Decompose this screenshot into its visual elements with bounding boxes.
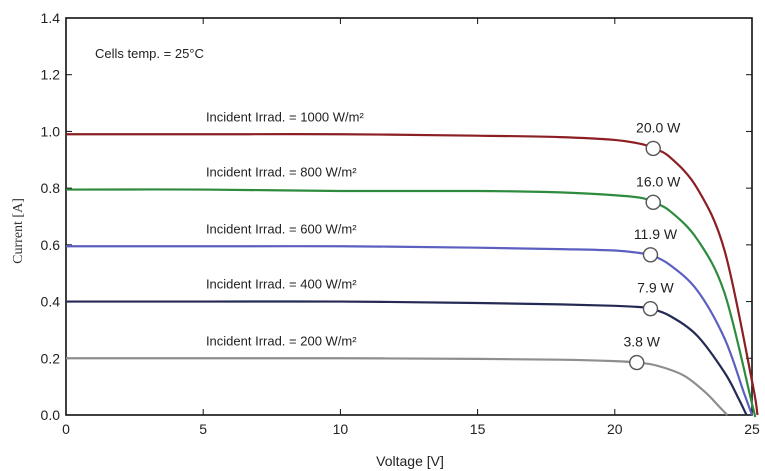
mpp-label-4: 3.8 W	[623, 334, 660, 350]
y-tick-label: 0.4	[41, 294, 61, 310]
y-tick-label: 1.4	[41, 10, 61, 26]
y-tick-label: 0.8	[41, 180, 61, 196]
series-label-1: Incident Irrad. = 800 W/m²	[206, 165, 357, 180]
series-label-2: Incident Irrad. = 600 W/m²	[206, 221, 357, 236]
y-tick-label: 0.0	[41, 407, 61, 423]
x-tick-label: 10	[333, 421, 349, 437]
series-label-0: Incident Irrad. = 1000 W/m²	[206, 109, 365, 124]
series-line-0	[65, 133, 759, 416]
mpp-label-2: 11.9 W	[634, 226, 678, 242]
y-tick-label: 0.2	[41, 350, 61, 366]
mpp-marker-2	[642, 247, 659, 263]
mpp-label-0: 20.0 W	[636, 119, 681, 135]
mpp-marker-3	[642, 300, 659, 317]
mpp-marker-0	[645, 140, 661, 157]
x-tick-label: 15	[470, 421, 486, 437]
x-axis-title: Voltage [V]	[376, 453, 444, 469]
x-tick-label: 20	[607, 421, 623, 437]
plot-frame	[65, 17, 753, 416]
mpp-marker-4	[629, 354, 645, 371]
series-line-2	[66, 245, 754, 416]
series-label-3: Incident Irrad. = 400 W/m²	[206, 277, 357, 292]
y-tick-label: 0.6	[41, 237, 61, 253]
temperature-note: Cells temp. = 25°C	[95, 46, 204, 61]
series-line-4	[65, 357, 729, 416]
y-tick-label: 1.2	[41, 67, 61, 83]
x-tick-label: 0	[62, 421, 70, 437]
mpp-label-1: 16.0 W	[636, 173, 681, 189]
x-tick-label: 25	[744, 421, 760, 437]
mpp-marker-1	[645, 194, 661, 211]
series-line-1	[65, 188, 757, 418]
series-line-3	[66, 300, 748, 416]
series-label-4: Incident Irrad. = 200 W/m²	[206, 333, 357, 348]
y-axis-title: Current [A]	[11, 198, 26, 264]
y-tick-label: 1.0	[41, 123, 61, 139]
x-tick-label: 5	[199, 421, 207, 437]
mpp-label-3: 7.9 W	[637, 280, 674, 296]
